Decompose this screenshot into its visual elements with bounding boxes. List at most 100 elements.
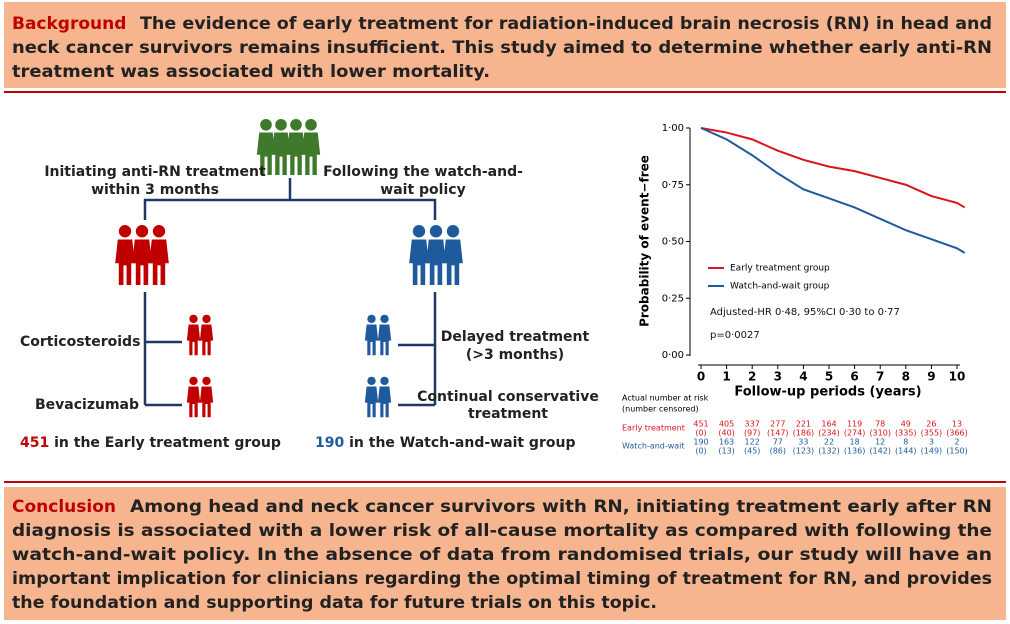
conclusion-text: important implication for clinicians reg… xyxy=(12,569,992,589)
x-tick-label: 7 xyxy=(876,370,884,384)
censored: (147) xyxy=(767,429,789,438)
at-risk: 122 xyxy=(745,438,760,447)
flow-lines xyxy=(143,178,437,407)
censored: (366) xyxy=(946,429,968,438)
treatment-icon xyxy=(364,314,392,418)
annotation: p=0·0027 xyxy=(710,330,760,341)
count-number: 451 xyxy=(20,435,49,451)
censored: (310) xyxy=(869,429,891,438)
conclusion-box xyxy=(4,487,1006,620)
branch-label: within 3 months xyxy=(91,182,219,198)
at-risk: 12 xyxy=(875,438,885,447)
at-risk: 164 xyxy=(821,420,836,429)
at-risk: 163 xyxy=(719,438,734,447)
branch-label: Following the watch-and- xyxy=(323,164,523,180)
x-tick-label: 5 xyxy=(825,370,833,384)
at-risk: 451 xyxy=(693,420,708,429)
censored: (45) xyxy=(744,447,760,456)
x-tick-label: 0 xyxy=(697,370,705,384)
group-count: 451 in the Early treatment group xyxy=(20,435,281,451)
y-tick-label: 0·50 xyxy=(662,237,684,248)
x-tick-label: 8 xyxy=(902,370,910,384)
legend-label: Early treatment group xyxy=(730,264,830,274)
at-risk: 337 xyxy=(745,420,760,429)
y-tick-label: 1·00 xyxy=(662,123,684,134)
background-text: neck cancer survivors remains insufficie… xyxy=(12,38,992,58)
censored: (142) xyxy=(869,447,891,456)
conclusion-text: watch-and-wait policy. In the absence of… xyxy=(12,545,992,565)
at-risk: 190 xyxy=(693,438,708,447)
treatment-icon xyxy=(186,314,214,418)
at-risk: 33 xyxy=(798,438,808,447)
early-group-icon xyxy=(115,225,169,285)
at-risk: 18 xyxy=(850,438,860,447)
y-axis-label: Probability of event−free xyxy=(638,155,652,327)
branch-label: Initiating anti-RN treatment xyxy=(44,164,266,180)
treatment-label: Corticosteroids xyxy=(20,334,140,350)
conclusion-label: Conclusion xyxy=(12,497,116,517)
censored: (150) xyxy=(946,447,968,456)
background-text: The evidence of early treatment for radi… xyxy=(140,14,992,34)
treatment-label: (>3 months) xyxy=(466,347,564,363)
at-risk: 119 xyxy=(847,420,862,429)
all-patients-icon xyxy=(256,118,321,176)
x-tick-label: 2 xyxy=(748,370,756,384)
branch-label: wait policy xyxy=(380,182,465,198)
survival-curve xyxy=(700,127,966,209)
treatment-label: Bevacizumab xyxy=(35,397,139,413)
treatment-label: Continual conservative xyxy=(417,389,599,405)
x-axis-label: Follow-up periods (years) xyxy=(734,385,921,400)
treatment-label: treatment xyxy=(468,406,548,422)
conclusion-text: diagnosis is associated with a lower ris… xyxy=(12,521,992,541)
background-text: treatment was associated with lower mort… xyxy=(12,62,490,82)
background-label: Background xyxy=(12,14,126,34)
censored: (13) xyxy=(718,447,734,456)
at-risk: 405 xyxy=(719,420,734,429)
at-risk: 3 xyxy=(929,438,934,447)
legend-label: Watch-and-wait group xyxy=(730,282,830,292)
x-tick-label: 4 xyxy=(799,370,807,384)
at-risk: 8 xyxy=(903,438,908,447)
group-count: 190 in the Watch-and-wait group xyxy=(315,435,575,451)
at-risk: 22 xyxy=(824,438,834,447)
risk-row-label: Early treatment xyxy=(622,424,685,433)
at-risk: 221 xyxy=(796,420,811,429)
censored: (136) xyxy=(844,447,866,456)
count-text: in the Early treatment group xyxy=(54,435,281,451)
censored: (149) xyxy=(921,447,943,456)
y-tick-label: 0·75 xyxy=(662,180,684,191)
at-risk: 78 xyxy=(875,420,885,429)
count-text: in the Watch-and-wait group xyxy=(349,435,575,451)
censored: (132) xyxy=(818,447,840,456)
background-box xyxy=(4,2,1006,88)
survival-curve xyxy=(700,127,966,254)
censored: (40) xyxy=(718,429,734,438)
risk-table-title: Actual number at risk xyxy=(622,394,709,403)
censored: (0) xyxy=(695,447,706,456)
x-tick-label: 3 xyxy=(774,370,782,384)
at-risk: 13 xyxy=(952,420,962,429)
risk-row-label: Watch-and-wait xyxy=(622,442,685,451)
x-tick-label: 6 xyxy=(850,370,858,384)
treatment-label: Delayed treatment xyxy=(441,329,590,345)
censored: (0) xyxy=(695,429,706,438)
censored: (186) xyxy=(793,429,815,438)
conclusion-text: the foundation and supporting data for f… xyxy=(12,593,657,613)
censored: (97) xyxy=(744,429,760,438)
y-tick-label: 0·25 xyxy=(662,293,684,304)
at-risk: 77 xyxy=(773,438,783,447)
censored: (144) xyxy=(895,447,917,456)
watch-group-icon xyxy=(409,225,463,285)
x-tick-label: 1 xyxy=(722,370,730,384)
x-tick-label: 10 xyxy=(949,370,966,384)
conclusion-text: Among head and neck cancer survivors wit… xyxy=(130,497,992,517)
censored: (355) xyxy=(921,429,943,438)
at-risk: 277 xyxy=(770,420,785,429)
annotation: Adjusted-HR 0·48, 95%CI 0·30 to 0·77 xyxy=(710,307,900,318)
at-risk: 49 xyxy=(901,420,911,429)
count-number: 190 xyxy=(315,435,344,451)
censored: (335) xyxy=(895,429,917,438)
censored: (274) xyxy=(844,429,866,438)
at-risk: 26 xyxy=(926,420,936,429)
